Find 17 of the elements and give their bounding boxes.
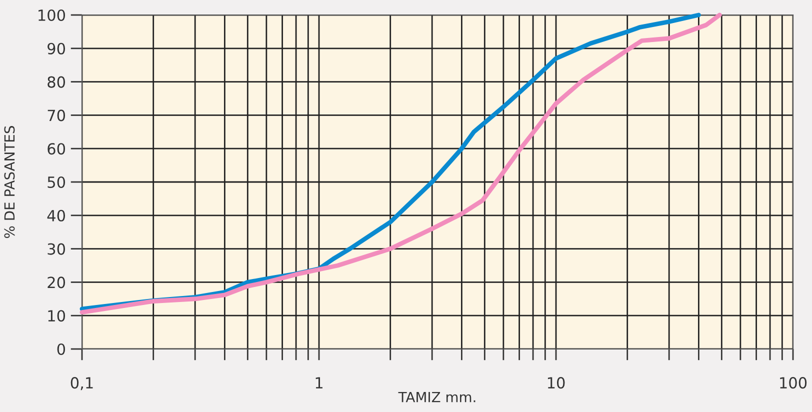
x-tick-label: 100 xyxy=(780,377,807,389)
y-tick-label: 70 xyxy=(48,110,66,122)
y-tick-label: 10 xyxy=(48,310,66,322)
y-tick-label: 30 xyxy=(48,243,66,255)
x-axis-title: TAMIZ mm. xyxy=(398,392,476,402)
y-tick-label: 20 xyxy=(48,276,66,288)
y-tick-label: 100 xyxy=(38,9,66,22)
y-tick-label: 50 xyxy=(48,176,66,188)
x-tick-label: 0,1 xyxy=(70,377,93,390)
y-tick-label: 0 xyxy=(57,343,66,356)
y-tick-label: 40 xyxy=(47,210,66,222)
y-axis-title: % DE PASANTES xyxy=(4,126,15,238)
y-tick-label: 60 xyxy=(48,143,66,155)
y-tick-label: 90 xyxy=(48,42,66,54)
y-tick-label: 80 xyxy=(48,76,66,88)
x-tick-label: 10 xyxy=(548,377,565,389)
x-tick-label: 1 xyxy=(316,377,322,388)
